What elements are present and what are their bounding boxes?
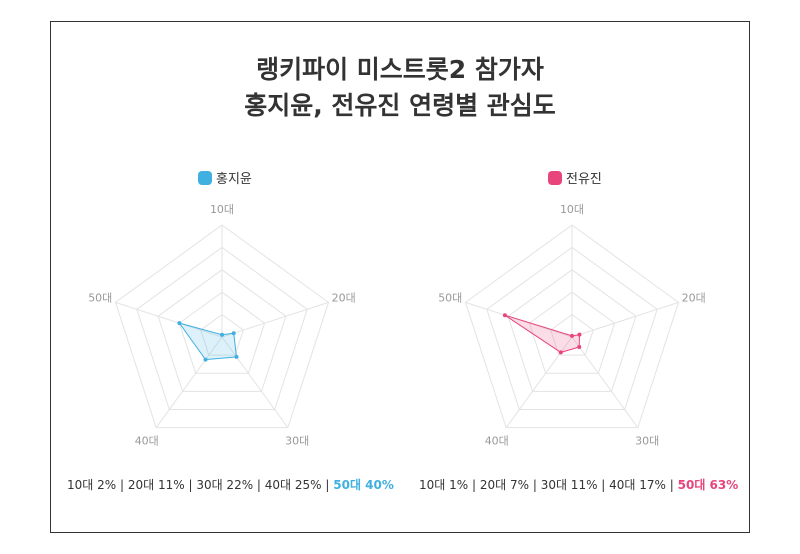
- grid-ring: [550, 313, 594, 356]
- summary-item: 40대 17%: [609, 478, 666, 492]
- grid-ring: [178, 291, 266, 374]
- axis-label: 30대: [635, 435, 659, 448]
- data-point: [234, 354, 239, 359]
- legend-label: 홍지윤: [216, 172, 252, 187]
- legend-jeonyujin[interactable]: 전유진: [548, 168, 602, 187]
- separator: |: [184, 478, 197, 492]
- data-point: [502, 313, 507, 318]
- separator: |: [116, 478, 128, 492]
- grid-spoke: [221, 336, 289, 428]
- grid-ring: [114, 224, 330, 429]
- data-point: [177, 321, 182, 326]
- axis-label: 20대: [332, 291, 356, 304]
- grid-ring: [486, 246, 658, 410]
- data-point: [577, 344, 582, 349]
- separator: |: [321, 478, 334, 492]
- axis-label: 40대: [135, 435, 159, 448]
- separator: |: [665, 478, 678, 492]
- summary-item: 30대 22%: [196, 478, 254, 492]
- axis-label: 30대: [285, 435, 309, 448]
- grid-ring: [136, 246, 308, 410]
- summary-item: 10대 1%: [419, 478, 469, 492]
- summary-item: 20대 11%: [127, 478, 185, 492]
- summary-item: 30대 11%: [540, 478, 598, 492]
- grid-ring: [507, 269, 637, 392]
- data-area: [504, 314, 580, 353]
- axis-label: 50대: [88, 291, 112, 304]
- legend-swatch: [198, 170, 212, 185]
- grid-spoke: [571, 336, 639, 428]
- axis-label: 40대: [485, 435, 509, 448]
- grid-ring: [528, 291, 616, 374]
- grid-spoke: [155, 336, 223, 428]
- legend-swatch: [548, 170, 562, 185]
- grid-ring: [464, 224, 680, 429]
- legend-hongjiyun[interactable]: 홍지윤: [198, 168, 252, 187]
- separator: |: [468, 478, 480, 492]
- axis-label: 50대: [438, 291, 462, 304]
- data-area: [178, 322, 238, 361]
- data-point: [577, 332, 582, 337]
- grid-ring: [200, 313, 244, 356]
- summary-item: 20대 7%: [479, 478, 530, 492]
- grid-ring: [157, 269, 287, 392]
- separator: |: [529, 478, 541, 492]
- title-line-2: 홍지윤, 전유진 연령별 관심도: [244, 91, 556, 120]
- separator: |: [253, 478, 265, 492]
- separator: |: [597, 478, 610, 492]
- axis-label: 20대: [682, 291, 706, 304]
- summary-item: 10대 2%: [67, 478, 117, 492]
- data-point: [558, 350, 563, 355]
- axis-label: 10대: [560, 203, 584, 216]
- summary-item: 50대 63%: [677, 478, 739, 492]
- chart-title: 랭키파이 미스트롯2 참가자 홍지윤, 전유진 연령별 관심도: [0, 52, 800, 124]
- grid-spoke: [571, 301, 679, 338]
- data-point: [570, 333, 574, 338]
- legend-label: 전유진: [566, 172, 602, 187]
- axis-label: 10대: [210, 203, 234, 216]
- grid-spoke: [221, 301, 329, 338]
- summary-hongjiyun: 10대 2% | 20대 11% | 30대 22% | 40대 25% | 5…: [67, 476, 394, 493]
- data-point: [203, 357, 208, 362]
- grid-spoke: [115, 301, 223, 338]
- summary-item: 50대 40%: [333, 478, 394, 492]
- chart-frame: [50, 21, 750, 533]
- data-point: [231, 331, 236, 336]
- summary-item: 40대 25%: [264, 478, 322, 492]
- data-point: [220, 332, 224, 337]
- summary-jeonyujin: 10대 1% | 20대 7% | 30대 11% | 40대 17% | 50…: [419, 476, 738, 493]
- title-line-1: 랭키파이 미스트롯2 참가자: [256, 55, 544, 84]
